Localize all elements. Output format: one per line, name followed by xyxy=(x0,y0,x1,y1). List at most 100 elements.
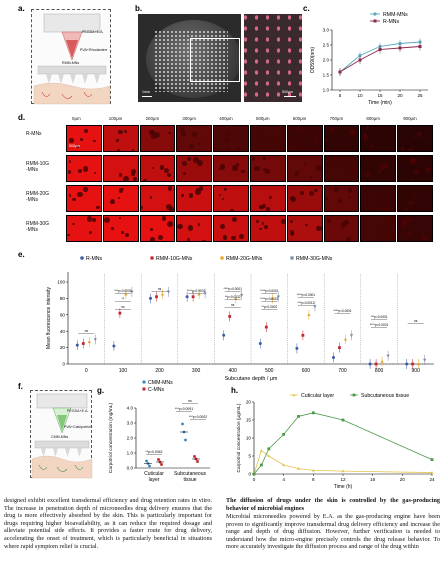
needle-track-spot xyxy=(118,172,123,177)
needle-track-spot xyxy=(69,160,72,163)
needle-track-spot xyxy=(197,223,201,226)
depth-header: 800μm xyxy=(366,116,380,121)
fluorescence-cell xyxy=(213,185,249,212)
y-tick-label: 0.0 xyxy=(127,466,134,471)
needle-track-spot xyxy=(169,206,175,211)
data-point xyxy=(259,449,263,452)
needle-track-spot xyxy=(340,221,347,228)
data-point xyxy=(155,295,158,299)
right-heading: The diffusion of drugs under the skin is… xyxy=(226,497,440,512)
needle-track-spot xyxy=(366,126,369,129)
needle-track-spot xyxy=(118,197,121,199)
data-point xyxy=(311,468,315,472)
chart-g: 0.0 1.0 2.0 3.0 4.0 Carpotriol concentration … xyxy=(108,380,210,483)
needle-track-spot xyxy=(425,166,431,172)
needle-track-spot xyxy=(261,222,265,225)
needle-track-spot xyxy=(149,237,156,241)
legend-label: RMM-20G-MNs xyxy=(226,256,263,262)
fluorescence-cell xyxy=(323,185,360,212)
significance-label: ****p=0.0001 xyxy=(187,289,206,293)
needle-track-spot xyxy=(219,164,225,170)
x-tick-label: 24 xyxy=(429,477,435,482)
depth-header: 900μm xyxy=(403,116,417,121)
x-tick-label: 20 xyxy=(400,477,406,482)
legend-marker xyxy=(80,256,84,260)
data-point xyxy=(358,53,362,58)
x-tick-label: 16 xyxy=(370,477,376,482)
fluorescence-cell xyxy=(66,185,102,212)
needle-track-spot xyxy=(412,135,415,139)
right-paragraph: Microbial microneedles powered by E.A. a… xyxy=(226,513,440,551)
needle-track-spot xyxy=(348,165,355,172)
x-tick-label: Cuticular xyxy=(144,471,164,477)
legend-marker xyxy=(290,256,294,260)
y-tick-label: 100 xyxy=(57,280,65,285)
needle-track-spot xyxy=(365,173,370,178)
needle-track-spot xyxy=(402,218,408,225)
x-tick-label: 5 xyxy=(339,93,342,98)
x-tick-label: 500 xyxy=(265,368,274,374)
data-point xyxy=(307,313,311,316)
x-tick-label: 8 xyxy=(312,477,315,482)
data-point xyxy=(81,342,85,345)
x-tick-label: 400 xyxy=(229,368,238,374)
y-tick-label: 2.5 xyxy=(323,43,330,48)
needle-track-spot xyxy=(182,160,188,166)
data-point xyxy=(332,355,335,359)
needle-track-spot xyxy=(110,200,115,205)
needle-track-spot xyxy=(406,217,413,224)
needle-track-spot xyxy=(220,224,226,230)
needle-track-spot xyxy=(149,196,153,199)
needle-track-spot xyxy=(405,208,409,211)
significance-label: ****p<0.0001 xyxy=(260,289,279,293)
needle-track-spot xyxy=(104,216,111,223)
fluorescence-cell xyxy=(397,155,433,182)
needle-track-spot xyxy=(352,170,355,174)
needle-track-spot xyxy=(197,159,204,166)
data-point xyxy=(112,344,116,348)
chart-e: 0 20 40 60 80 100 Mean fluorescence intensity 0… xyxy=(46,256,434,382)
y-tick-label: 80 xyxy=(60,296,66,301)
needle-track-spot xyxy=(167,173,171,178)
data-point xyxy=(349,334,354,338)
panel-c-label: c. xyxy=(303,4,310,13)
needle-track-spot xyxy=(324,196,328,200)
panel-a-label: a. xyxy=(18,4,25,13)
needle-track-spot xyxy=(71,197,76,202)
needle-track-spot xyxy=(223,235,228,240)
needle-track-spot xyxy=(413,191,417,195)
panel-a-schematic: PEGDA+E.A. PVA+Rhodamine RMM-MNs xyxy=(31,9,111,105)
data-point xyxy=(282,463,286,467)
data-point xyxy=(417,362,421,366)
needle-track-spot xyxy=(258,204,263,209)
needle-track-spot xyxy=(227,146,232,151)
data-point xyxy=(184,438,187,442)
y-tick-label: 0 xyxy=(62,362,65,367)
data-point xyxy=(430,458,434,461)
row-label: RMM-10G -MNs xyxy=(26,161,50,173)
fluorescence-cell xyxy=(176,185,213,212)
needle-track-spot xyxy=(227,132,232,137)
legend-label: Subcutaneous tissue xyxy=(361,393,409,399)
data-point xyxy=(341,469,345,473)
data-point xyxy=(193,455,196,458)
y-tick-label: 20 xyxy=(60,345,66,350)
needle-track-spot xyxy=(177,223,184,230)
data-point xyxy=(378,48,382,51)
data-point xyxy=(148,464,151,468)
significance-label: ****p<0.0001 xyxy=(333,309,352,313)
needle-track-spot xyxy=(262,156,266,160)
needle-track-spot xyxy=(120,230,124,234)
needle-track-spot xyxy=(72,223,75,226)
needle-track-spot xyxy=(195,187,200,191)
needle-track-spot xyxy=(118,216,121,220)
data-point xyxy=(260,463,263,467)
needle-track-spot xyxy=(151,167,154,170)
needle-track-spot xyxy=(192,156,199,163)
needle-track-spot xyxy=(370,144,374,148)
needle-track-spot xyxy=(86,216,93,222)
scale-bar-right xyxy=(284,96,296,97)
needle-track-spot xyxy=(167,221,174,228)
fluorescence-cell xyxy=(286,215,323,242)
y-tick-label: 4.0 xyxy=(127,406,134,411)
